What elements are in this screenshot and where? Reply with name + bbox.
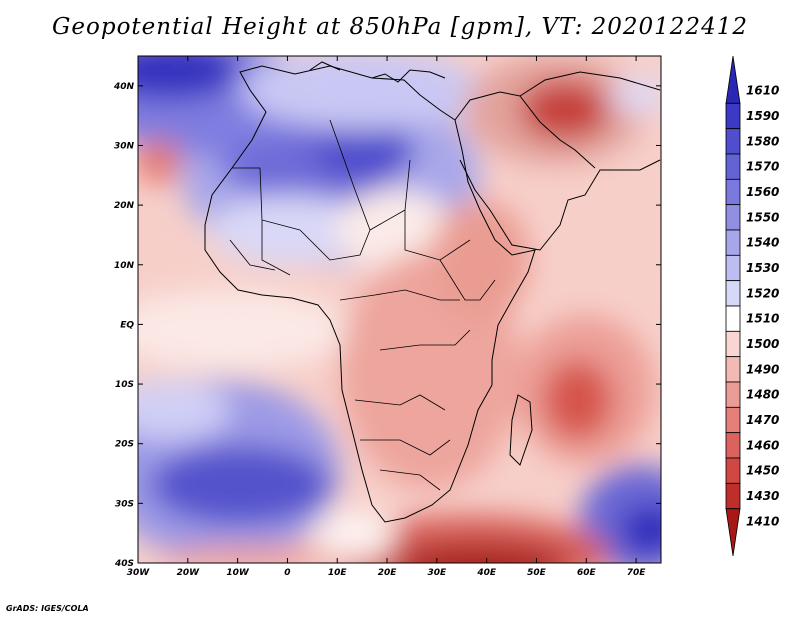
colorbar-label: 1510 <box>746 312 779 326</box>
colorbar-swatch <box>725 330 741 358</box>
colorbar-label: 1570 <box>746 160 779 174</box>
height-field <box>138 56 661 563</box>
y-tick-label: 40N <box>113 82 135 92</box>
y-tick-label: 30S <box>115 499 134 509</box>
x-tick-label: 20W <box>177 568 201 578</box>
x-tick-label: 10W <box>226 568 250 578</box>
colorbar-swatch <box>725 432 741 459</box>
x-tick-label: 70E <box>627 568 647 578</box>
colorbar-label: 1500 <box>746 337 779 351</box>
country-borders <box>229 119 496 491</box>
plot-frame <box>137 55 662 564</box>
x-axis: 30W 20W 10W 0 10E 20E 30E 40E 50E 60E 70E <box>127 56 647 578</box>
colorbar-swatch <box>725 482 741 510</box>
colorbar-label: 1550 <box>746 210 779 224</box>
colorbar-swatch <box>725 280 741 307</box>
y-tick-label: EQ <box>120 320 134 330</box>
colorbar-label: 1460 <box>746 438 779 452</box>
colorbar-swatch <box>725 406 741 434</box>
colorbar: 1610 1590 1580 1570 1560 1550 1540 1530 1520 1510… <box>725 55 779 557</box>
x-tick-label: 30W <box>127 568 151 578</box>
colorbar-label: 1490 <box>746 362 779 376</box>
colorbar-swatch <box>725 508 741 557</box>
colorbar-swatch <box>725 356 741 383</box>
colorbar-label: 1520 <box>746 286 779 300</box>
y-tick-label: 30N <box>114 141 135 151</box>
coastlines <box>204 61 661 523</box>
colorbar-swatch <box>725 204 741 231</box>
x-tick-label: 30E <box>428 568 448 578</box>
colorbar-swatch <box>725 128 741 155</box>
y-tick-label: 10N <box>114 261 135 271</box>
colorbar-label: 1560 <box>746 185 779 199</box>
y-tick-label: 10S <box>115 380 134 390</box>
map-title: Geopotential Height at 850hPa [gpm], VT:… <box>52 14 748 40</box>
colorbar-swatch <box>725 102 741 130</box>
x-tick-label: 40E <box>476 568 497 578</box>
credit-text: GrADS: IGES/COLA <box>6 604 89 613</box>
y-axis: 40N 30N 20N 10N EQ 10S 20S 30S 40S <box>113 82 661 569</box>
colorbar-swatch <box>725 229 741 256</box>
colorbar-label: 1590 <box>746 109 779 123</box>
y-tick-label: 20S <box>115 440 134 450</box>
x-tick-label: 10E <box>328 568 348 578</box>
x-tick-label: 60E <box>577 568 597 578</box>
y-tick-label: 20N <box>114 201 135 211</box>
x-tick-label: 0 <box>284 568 290 578</box>
colorbar-swatch <box>725 55 741 104</box>
colorbar-label: 1410 <box>746 514 779 528</box>
colorbar-label: 1470 <box>746 413 779 427</box>
y-tick-label: 40S <box>114 559 134 569</box>
colorbar-label: 1580 <box>746 134 779 148</box>
colorbar-swatch <box>725 153 741 180</box>
colorbar-label: 1450 <box>746 464 779 478</box>
colorbar-label: 1530 <box>746 261 779 275</box>
colorbar-label: 1480 <box>746 388 779 402</box>
x-tick-label: 50E <box>527 568 547 578</box>
colorbar-label: 1610 <box>746 84 779 98</box>
x-tick-label: 20E <box>378 568 398 578</box>
colorbar-swatch <box>725 457 741 484</box>
colorbar-swatch <box>725 381 741 408</box>
colorbar-swatch <box>725 178 741 206</box>
colorbar-label: 1430 <box>746 489 779 503</box>
colorbar-label: 1540 <box>746 236 779 250</box>
colorbar-swatch <box>725 305 741 332</box>
colorbar-swatch <box>725 254 741 282</box>
